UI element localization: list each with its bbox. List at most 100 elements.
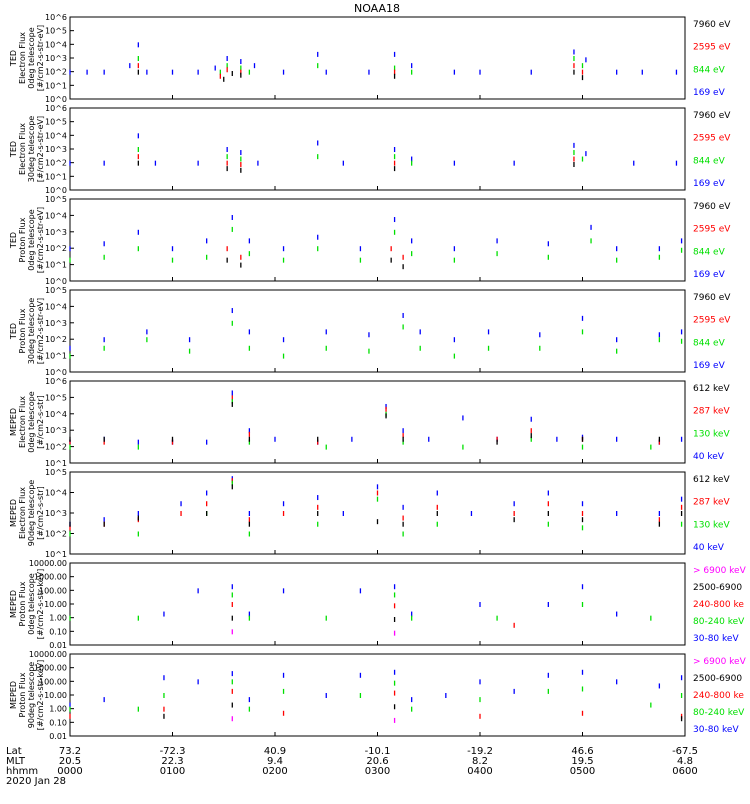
y-tick-label: 10000.00	[29, 559, 67, 568]
legend-entry: 7960 eV	[693, 111, 731, 121]
date-label: 2020 Jan 28	[6, 776, 66, 787]
panel-frame	[69, 198, 686, 282]
legend-entry: 80-240 keV	[693, 617, 745, 627]
ephemeris-hhmm: 0600	[672, 766, 697, 777]
y-tick-label: 10^2	[45, 443, 67, 452]
y-axis-label-line: Proton Flux	[18, 308, 27, 353]
y-axis-label-line: 30deg telescope	[27, 298, 36, 365]
panel-8: 0.01 0.10 1.00 10.00 100.00 1000.00 10000.00 ME…	[9, 650, 747, 741]
y-axis-label-line: Proton Flux	[18, 581, 27, 626]
y-axis-label-line: TED	[9, 323, 18, 340]
ephemeris-row-label-hhmm: hhmm	[6, 766, 38, 777]
y-axis-label-line: Proton Flux	[18, 217, 27, 262]
legend-entry: 2595 eV	[693, 43, 731, 53]
y-tick-label: 10^4	[45, 40, 67, 49]
y-axis-label-line: 30deg telescope	[27, 116, 36, 183]
ephemeris-mlt: 9.4	[267, 756, 283, 767]
ephemeris-row-label-mlt: MLT	[6, 756, 26, 767]
y-tick-label: 10^2	[45, 159, 67, 168]
ephemeris-mlt: 4.8	[677, 756, 693, 767]
y-tick-label: 10^0	[45, 277, 67, 286]
legend-entry: 2595 eV	[693, 316, 731, 326]
ephemeris-lat: 46.6	[571, 746, 593, 757]
panel-frame	[69, 653, 686, 737]
ephemeris-mlt: 19.5	[571, 756, 593, 767]
y-tick-label: 10^1	[45, 261, 67, 270]
y-tick-label: 10^4	[45, 489, 67, 498]
legend-entry: 844 eV	[693, 247, 726, 257]
y-axis-label-line: [#/cm2-s-str]	[36, 395, 45, 448]
y-tick-label: 10^5	[45, 286, 67, 295]
y-axis-label-line: 0deg telescope	[27, 573, 36, 634]
plot-title: NOAA18	[354, 2, 400, 15]
y-tick-label: 10.00	[44, 600, 67, 609]
y-tick-label: 1000.00	[34, 573, 67, 582]
legend-entry: > 6900 keV	[693, 657, 747, 667]
y-tick-label: 10^3	[45, 319, 67, 328]
panel-2: 10^0 10^1 10^2 10^3 10^4 10^5 10^6 TED Electron …	[9, 104, 731, 195]
ephemeris-mlt: 20.5	[59, 756, 81, 767]
legend-entry: 169 eV	[693, 361, 726, 371]
legend-entry: 2595 eV	[693, 225, 731, 235]
legend-entry: 169 eV	[693, 179, 726, 189]
legend-entry: 844 eV	[693, 156, 726, 166]
legend-entry: 844 eV	[693, 338, 726, 348]
y-axis-label-line: Electron Flux	[18, 123, 27, 175]
ephemeris-hhmm: 0300	[365, 766, 390, 777]
y-axis-label-line: Electron Flux	[18, 32, 27, 84]
y-tick-label: 10^3	[45, 228, 67, 237]
y-tick-label: 10^5	[45, 468, 67, 477]
y-axis-label-line: Proton Flux	[18, 672, 27, 717]
panel-frame	[69, 289, 686, 373]
legend-entry: 169 eV	[693, 88, 726, 98]
legend-entry: 7960 eV	[693, 293, 731, 303]
y-tick-label: 10^6	[45, 13, 67, 22]
legend-entry: 2595 eV	[693, 134, 731, 144]
y-axis-label-line: [#/cm2-s-str-keV]	[36, 569, 45, 640]
legend-entry: 612 keV	[693, 384, 730, 394]
legend-entry: 2500-6900	[693, 674, 742, 684]
ephemeris-mlt: 8.2	[472, 756, 488, 767]
y-tick-label: 10^1	[45, 81, 67, 90]
y-tick-label: 10^6	[45, 377, 67, 386]
panel-6: 10^1 10^2 10^3 10^4 10^5 MEPED Electron Flux 90…	[9, 468, 730, 559]
legend-entry: 287 keV	[693, 407, 730, 417]
y-tick-label: 10^2	[45, 335, 67, 344]
y-axis-label-line: 0deg telescope	[27, 209, 36, 270]
legend-entry: 7960 eV	[693, 20, 731, 30]
y-axis-label-line: [#/cm2-s-str-eV]	[36, 116, 45, 182]
legend-entry: 40 keV	[693, 452, 725, 462]
ephemeris-hhmm: 0000	[57, 766, 82, 777]
y-tick-label: 10^5	[45, 118, 67, 127]
y-tick-label: 0.01	[49, 732, 67, 741]
ephemeris-hhmm: 0500	[570, 766, 595, 777]
ephemeris-lat: 40.9	[264, 746, 286, 757]
ephemeris-hhmm: 0200	[262, 766, 287, 777]
y-tick-label: 0.01	[49, 641, 67, 650]
panel-5: 10^1 10^2 10^3 10^4 10^5 10^6 MEPED Electron Fl…	[9, 377, 730, 468]
legend-entry: 612 keV	[693, 475, 730, 485]
y-tick-label: 10^2	[45, 68, 67, 77]
panels: 10^0 10^1 10^2 10^3 10^4 10^5 10^6 TED Electron …	[9, 13, 747, 741]
legend-entry: 169 eV	[693, 270, 726, 280]
y-axis-label-line: MEPED	[9, 681, 18, 709]
panel-1: 10^0 10^1 10^2 10^3 10^4 10^5 10^6 TED Electron …	[9, 13, 731, 104]
y-tick-label: 10000.00	[29, 650, 67, 659]
legend-entry: 844 eV	[693, 65, 726, 75]
y-tick-label: 10^4	[45, 302, 67, 311]
y-tick-label: 10^1	[45, 459, 67, 468]
y-axis-label-line: MEPED	[9, 590, 18, 618]
y-tick-label: 0.10	[49, 627, 67, 636]
legend-entry: 130 keV	[693, 520, 730, 530]
legend-entry: 130 keV	[693, 429, 730, 439]
y-tick-label: 10^0	[45, 368, 67, 377]
legend-entry: 7960 eV	[693, 202, 731, 212]
y-tick-label: 10.00	[44, 691, 67, 700]
y-axis-label-line: [#/cm2-s-str]	[36, 486, 45, 539]
y-axis-label-line: TED	[9, 232, 18, 249]
y-tick-label: 10^4	[45, 410, 67, 419]
y-tick-label: 10^3	[45, 509, 67, 518]
y-axis-label-line: Electron Flux	[18, 487, 27, 539]
ephemeris-lat: -19.2	[467, 746, 493, 757]
